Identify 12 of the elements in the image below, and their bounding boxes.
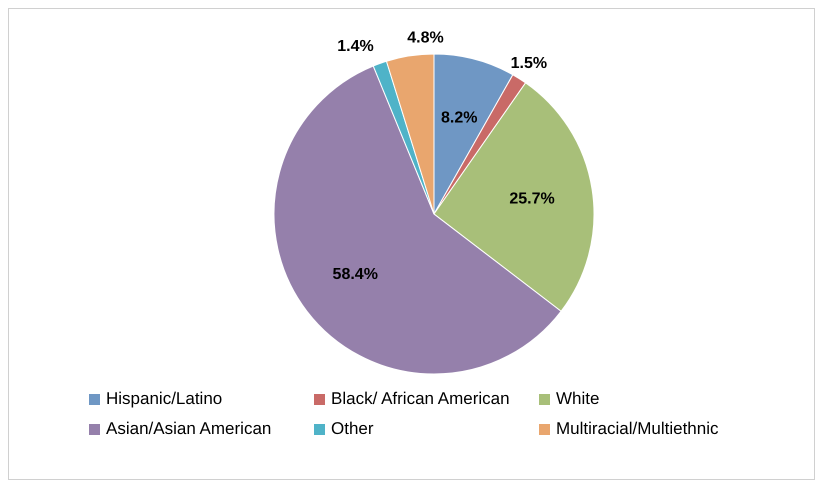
legend-label: Multiracial/Multiethnic [556,419,718,439]
data-label: 25.7% [509,190,555,208]
legend-label: Other [331,419,374,439]
data-label: 8.2% [441,110,478,127]
legend-label: Asian/Asian American [106,419,272,439]
data-label: 4.8% [407,30,444,47]
data-label: 1.4% [337,38,374,56]
legend-label: Hispanic/Latino [106,389,222,409]
data-label: 58.4% [332,266,378,283]
data-label: 1.5% [510,54,548,72]
legend-label: Black/ African American [331,389,510,409]
legend-label: White [556,389,600,409]
